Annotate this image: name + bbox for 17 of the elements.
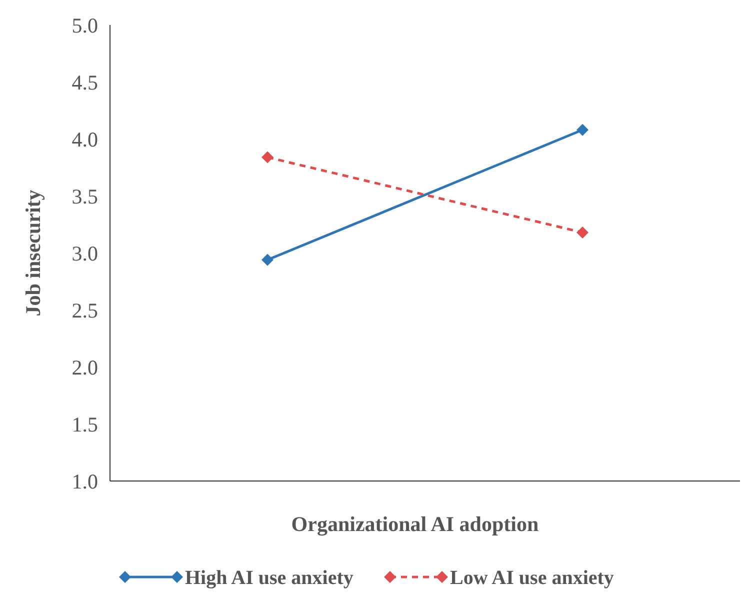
point — [262, 151, 274, 164]
y-tick-label: 1.0 — [72, 469, 98, 494]
legend-label: High AI use anxiety — [185, 567, 354, 589]
y-tick-label: 3.0 — [72, 241, 98, 266]
legend-label: Low AI use anxiety — [450, 567, 614, 589]
point — [576, 226, 588, 238]
y-tick-label: 4.5 — [72, 70, 98, 94]
point — [576, 124, 588, 136]
y-tick-label: 3.5 — [72, 184, 98, 208]
y-tick-label: 5.0 — [72, 13, 98, 38]
y-axis-title: Job insecurity — [21, 189, 45, 316]
y-tick-label: 1.5 — [72, 412, 98, 436]
point — [262, 254, 274, 266]
y-tick-label: 4.0 — [72, 127, 98, 152]
y-tick-label: 2.0 — [72, 355, 98, 380]
x-axis-title: Organizational AI adoption — [291, 512, 539, 536]
y-tick-label: 2.5 — [72, 298, 98, 322]
